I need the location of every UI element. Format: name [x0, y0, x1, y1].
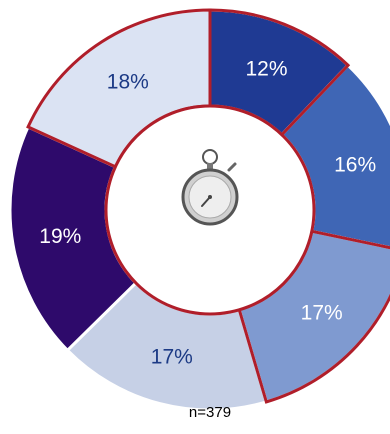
sample-size-note: n=379	[188, 404, 232, 421]
labels-layer: 12% 16% 17% 17% 19% 18%	[39, 57, 376, 368]
slice-percent-label: 17%	[301, 302, 343, 325]
slices-layer	[8, 8, 390, 412]
slice-percent-label: 16%	[334, 153, 376, 176]
slice-percent-label: 12%	[245, 57, 287, 80]
stopwatch-icon	[181, 149, 239, 226]
slice-percent-label: 18%	[107, 71, 149, 94]
slice-percent-label: 17%	[151, 346, 193, 369]
slice-percent-label: 19%	[39, 225, 81, 248]
